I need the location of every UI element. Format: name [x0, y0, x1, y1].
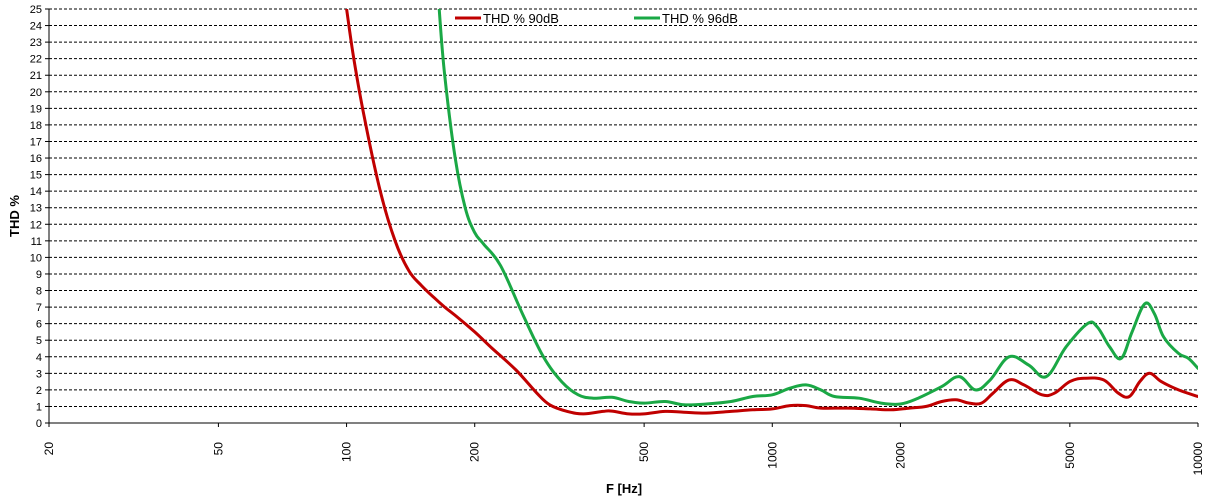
y-tick-label: 7 [36, 302, 42, 314]
x-tick-label: 50 [211, 442, 225, 456]
y-tick-label: 0 [36, 418, 42, 430]
y-tick-label: 4 [36, 352, 42, 364]
y-tick-label: 22 [30, 54, 42, 66]
y-tick-label: 17 [30, 136, 42, 148]
grid-lines [49, 8, 1198, 407]
x-tick-label: 200 [468, 442, 482, 462]
y-tick-label: 21 [30, 70, 42, 82]
x-tick-label: 5000 [1063, 442, 1077, 469]
x-tick-label: 20 [42, 442, 56, 456]
y-tick-label: 24 [30, 21, 42, 33]
x-tick-label: 100 [340, 442, 354, 462]
y-tick-label: 18 [30, 120, 42, 132]
series-line-2 [437, 9, 1198, 407]
x-tick-label: 500 [637, 442, 651, 462]
y-axis-ticks: 0123456789101112131415161718192021222324… [30, 4, 49, 430]
y-tick-label: 20 [30, 87, 42, 99]
series-lines [345, 9, 1198, 416]
axes [48, 9, 1198, 424]
y-tick-label: 25 [30, 4, 42, 16]
y-tick-label: 23 [30, 37, 42, 49]
y-tick-label: 19 [30, 103, 42, 115]
y-tick-label: 8 [36, 286, 42, 298]
y-tick-label: 11 [31, 236, 42, 248]
legend: THD % 90dB THD % 96dB [455, 11, 738, 26]
series-line-1 [345, 9, 1198, 416]
x-axis-ticks: 20 50 100 200 500 1000 2000 5000 10000 [42, 423, 1205, 475]
legend-label-1: THD % 90dB [483, 11, 559, 26]
x-axis-title: F [Hz] [606, 481, 642, 496]
y-tick-label: 3 [36, 368, 42, 380]
y-tick-label: 10 [30, 252, 42, 264]
y-tick-label: 15 [30, 170, 42, 182]
x-tick-label: 1000 [765, 442, 779, 469]
y-tick-label: 6 [36, 319, 42, 331]
y-tick-label: 12 [30, 219, 42, 231]
y-axis-title: THD % [7, 195, 22, 237]
y-tick-label: 13 [30, 203, 42, 215]
y-tick-label: 16 [30, 153, 42, 165]
y-tick-label: 14 [30, 186, 42, 198]
x-tick-label: 2000 [893, 442, 907, 469]
legend-label-2: THD % 96dB [662, 11, 738, 26]
y-tick-label: 2 [36, 385, 42, 397]
y-tick-label: 9 [36, 269, 42, 281]
y-tick-label: 1 [36, 401, 42, 413]
y-tick-label: 5 [36, 335, 42, 347]
x-tick-label: 10000 [1191, 442, 1205, 476]
